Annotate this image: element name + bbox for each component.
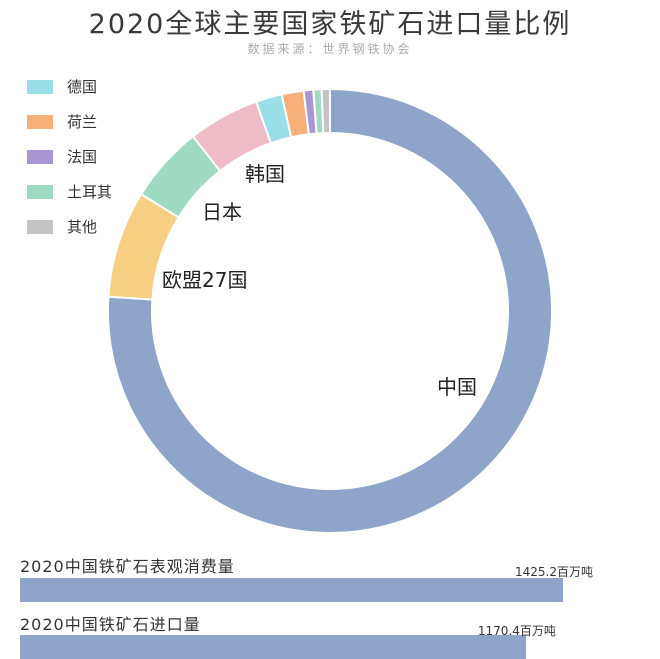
bar-import <box>20 635 526 659</box>
donut-chart <box>107 87 553 534</box>
legend-label: 其他 <box>67 218 98 236</box>
legend-item-netherlands: 荷兰 <box>27 111 97 132</box>
donut-slice-其他 <box>320 87 331 135</box>
legend-item-turkey: 土耳其 <box>27 181 112 202</box>
donut-slice-中国 <box>107 87 553 534</box>
chart-subtitle: 数据来源：世界钢铁协会 <box>247 42 413 56</box>
chart-title: 2020全球主要国家铁矿石进口量比例 <box>88 9 572 40</box>
bar-title-import: 2020中国铁矿石进口量 <box>20 615 201 634</box>
legend-swatch <box>27 114 53 129</box>
legend-label: 土耳其 <box>67 183 113 201</box>
slice-label-eu27: 欧盟27国 <box>162 268 248 292</box>
legend-swatch <box>27 149 53 164</box>
legend-item-germany: 德国 <box>27 76 97 97</box>
legend-label: 德国 <box>67 78 98 96</box>
bar-title-consumption: 2020中国铁矿石表观消费量 <box>20 557 235 576</box>
slice-label-korea: 韩国 <box>245 162 285 186</box>
legend-swatch <box>27 184 53 199</box>
legend-item-france: 法国 <box>27 146 97 167</box>
legend-swatch <box>27 219 53 234</box>
legend-swatch <box>27 79 53 94</box>
bar-consumption <box>20 578 563 602</box>
legend-label: 荷兰 <box>67 113 98 131</box>
slice-label-china: 中国 <box>437 375 477 399</box>
legend-item-other: 其他 <box>27 216 97 237</box>
legend-label: 法国 <box>67 148 98 166</box>
slice-label-japan: 日本 <box>202 200 242 224</box>
bar-value-import: 1170.4百万吨 <box>477 624 556 638</box>
bar-value-consumption: 1425.2百万吨 <box>515 565 593 579</box>
